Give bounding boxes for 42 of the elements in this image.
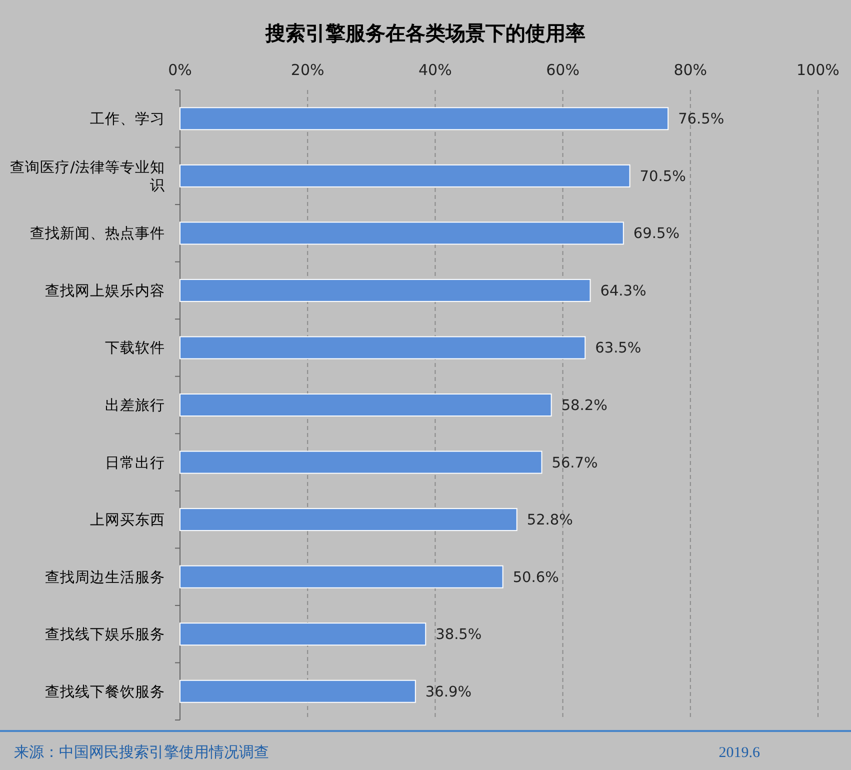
x-tick-label: 100% bbox=[796, 61, 840, 79]
bar bbox=[180, 336, 586, 360]
bar bbox=[180, 222, 624, 245]
bar bbox=[180, 278, 591, 302]
data-label: 56.7% bbox=[552, 455, 598, 472]
x-tick-label: 80% bbox=[674, 61, 708, 79]
y-tick-label: 查找周边生活服务 bbox=[45, 568, 165, 586]
x-tick-label: 40% bbox=[418, 61, 452, 79]
y-tick-label: 工作、学习 bbox=[90, 110, 165, 128]
bar bbox=[180, 565, 504, 588]
y-tick-label: 上网买东西 bbox=[90, 512, 165, 529]
y-tick-label: 查找线下餐饮服务 bbox=[45, 683, 165, 700]
bar bbox=[180, 394, 552, 416]
data-label: 64.3% bbox=[600, 283, 646, 300]
x-tick-label: 20% bbox=[290, 61, 324, 79]
bar bbox=[180, 450, 542, 474]
y-tick-label: 查找新闻、热点事件 bbox=[30, 225, 165, 242]
bar bbox=[180, 164, 630, 188]
y-tick-label: 查询医疗/法律等专业知识 bbox=[10, 158, 165, 194]
data-label: 36.9% bbox=[425, 684, 472, 700]
text: 2019.6 bbox=[718, 745, 760, 761]
chart-title: 搜索引擎服务在各类场景下的使用率 bbox=[264, 21, 586, 45]
y-tick-label: 下载软件 bbox=[105, 340, 165, 357]
y-tick-label: 出差旅行 bbox=[105, 397, 165, 414]
y-tick-label: 日常出行 bbox=[105, 454, 165, 472]
data-label: 58.2% bbox=[561, 398, 608, 414]
bar bbox=[180, 107, 669, 130]
source-note: 来源：中国网民搜索引擎使用情况调查 bbox=[14, 743, 269, 761]
data-label: 69.5% bbox=[633, 226, 680, 242]
data-label: 52.8% bbox=[526, 512, 573, 529]
y-tick-label: 查找网上娱乐内容 bbox=[45, 282, 165, 300]
data-label: 76.5% bbox=[678, 112, 724, 128]
data-label: 50.6% bbox=[512, 570, 559, 586]
data-label: 63.5% bbox=[595, 340, 642, 357]
x-tick-label: 60% bbox=[546, 61, 580, 79]
data-label: 38.5% bbox=[436, 627, 482, 644]
x-tick-label: 0% bbox=[168, 61, 192, 79]
bar bbox=[180, 680, 416, 703]
y-tick-label: 查找线下娱乐服务 bbox=[45, 626, 165, 644]
data-label: 70.5% bbox=[640, 168, 686, 185]
bar bbox=[180, 508, 518, 532]
bar bbox=[180, 622, 426, 646]
